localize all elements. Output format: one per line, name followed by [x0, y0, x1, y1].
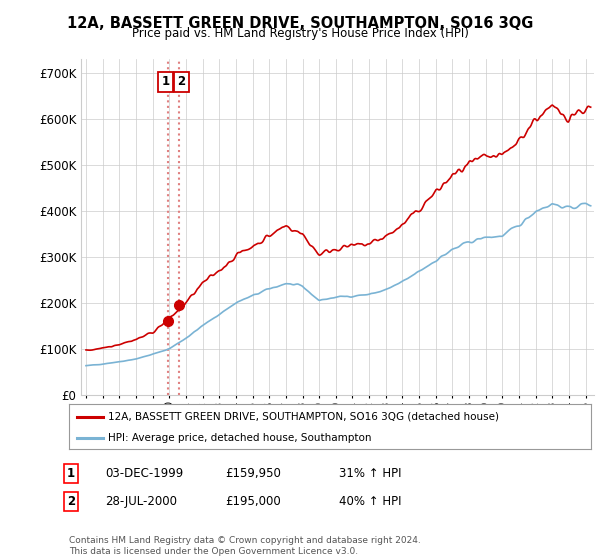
Text: 03-DEC-1999: 03-DEC-1999	[105, 466, 183, 480]
Text: 28-JUL-2000: 28-JUL-2000	[105, 494, 177, 508]
Text: HPI: Average price, detached house, Southampton: HPI: Average price, detached house, Sout…	[108, 433, 371, 443]
Text: £195,000: £195,000	[225, 494, 281, 508]
Text: 2: 2	[177, 75, 185, 88]
Text: 31% ↑ HPI: 31% ↑ HPI	[339, 466, 401, 480]
Text: 1: 1	[161, 75, 170, 88]
Text: £159,950: £159,950	[225, 466, 281, 480]
Text: 2: 2	[67, 494, 75, 508]
Text: 40% ↑ HPI: 40% ↑ HPI	[339, 494, 401, 508]
Text: 12A, BASSETT GREEN DRIVE, SOUTHAMPTON, SO16 3QG: 12A, BASSETT GREEN DRIVE, SOUTHAMPTON, S…	[67, 16, 533, 31]
Text: Contains HM Land Registry data © Crown copyright and database right 2024.
This d: Contains HM Land Registry data © Crown c…	[69, 536, 421, 556]
Text: 1: 1	[67, 466, 75, 480]
Text: 12A, BASSETT GREEN DRIVE, SOUTHAMPTON, SO16 3QG (detached house): 12A, BASSETT GREEN DRIVE, SOUTHAMPTON, S…	[108, 412, 499, 422]
Text: Price paid vs. HM Land Registry's House Price Index (HPI): Price paid vs. HM Land Registry's House …	[131, 27, 469, 40]
